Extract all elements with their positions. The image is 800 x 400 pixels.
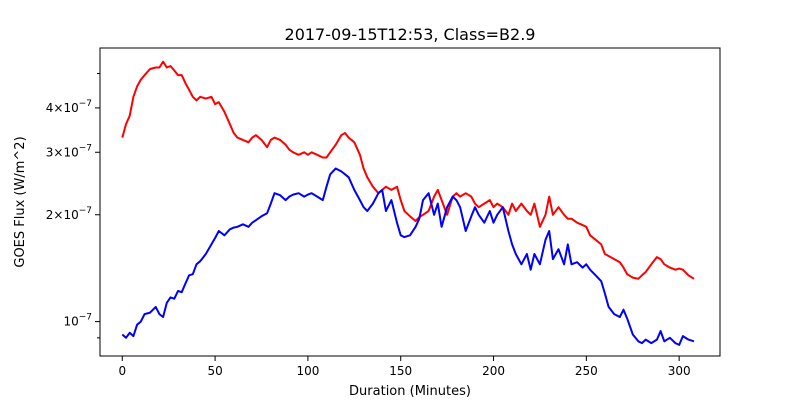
- x-tick-label: 150: [389, 364, 412, 378]
- y-axis-label: GOES Flux (W/m^2): [13, 136, 28, 267]
- plot-area: [121, 60, 695, 346]
- x-tick-label: 250: [575, 364, 598, 378]
- x-axis: 0 50 100 150 200 250 300: [118, 356, 691, 378]
- y-axis: 10−7 2×10−7 3×10−7 4×10−7: [46, 73, 100, 339]
- x-tick-label: 0: [118, 364, 126, 378]
- y-tick-label: 3×10−7: [46, 143, 92, 159]
- x-tick-label: 300: [668, 364, 691, 378]
- series-line-red: [121, 60, 695, 280]
- axes-frame: [99, 47, 721, 357]
- chart-title: 2017-09-15T12:53, Class=B2.9: [285, 25, 536, 44]
- y-tick-label: 2×10−7: [46, 206, 92, 222]
- x-tick-label: 200: [482, 364, 505, 378]
- x-tick-label: 50: [207, 364, 222, 378]
- x-axis-label: Duration (Minutes): [349, 384, 471, 399]
- y-tick-label: 10−7: [63, 313, 92, 329]
- y-tick-label: 4×10−7: [46, 99, 92, 115]
- series-line-blue: [121, 167, 695, 346]
- x-tick-label: 100: [296, 364, 319, 378]
